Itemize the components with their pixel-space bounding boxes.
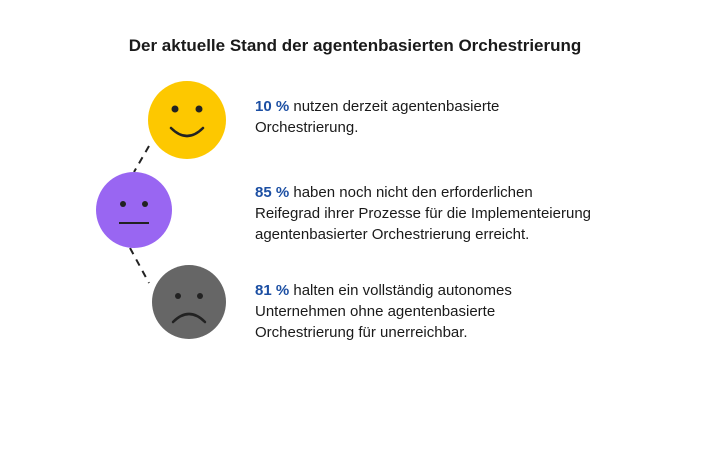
- percent: 85 %: [255, 184, 290, 201]
- statement-line: Orchestrierung.: [255, 117, 675, 138]
- statement-line: Unternehmen ohne agentenbasierte: [255, 301, 675, 322]
- connector: [129, 247, 150, 284]
- statement-text: haben noch nicht den erforderlichen: [293, 184, 533, 201]
- statement-text: nutzen derzeit agentenbasierte: [293, 98, 500, 115]
- statement-line: Orchestrierung für unerreichbar.: [255, 322, 675, 343]
- statement: 85 % haben noch nicht den erforderlichen…: [255, 182, 675, 245]
- statement: 81 % halten ein vollständig autonomes Unt…: [255, 280, 675, 343]
- statement-text: halten ein vollständig autonomes: [293, 282, 512, 299]
- title: Der aktuelle Stand der agentenbasierten …: [128, 36, 582, 55]
- sad-face: [152, 265, 226, 339]
- neutral-face: [96, 172, 172, 248]
- connector: [133, 145, 150, 173]
- statement-line: 81 % halten ein vollständig autonomes: [255, 280, 675, 301]
- percent: 81 %: [255, 282, 290, 299]
- statement-line: 85 % haben noch nicht den erforderlichen: [255, 182, 675, 203]
- percent: 10 %: [255, 98, 290, 115]
- statement-text: agentenbasierter Orchestrierung erreicht…: [255, 226, 530, 243]
- statement-line: Reifegrad ihrer Prozesse für die Impleme…: [255, 203, 675, 224]
- statement-text: Orchestrierung für unerreichbar.: [255, 324, 468, 341]
- statement-line: agentenbasierter Orchestrierung erreicht…: [255, 224, 675, 245]
- statement: 10 % nutzen derzeit agentenbasierte Orche…: [255, 96, 675, 138]
- statement-text: Reifegrad ihrer Prozesse für die Impleme…: [255, 205, 591, 222]
- statement-text: Orchestrierung.: [255, 119, 359, 136]
- statement-text: Unternehmen ohne agentenbasierte: [255, 303, 496, 320]
- happy-face: [148, 81, 226, 159]
- statement-line: 10 % nutzen derzeit agentenbasierte: [255, 96, 675, 117]
